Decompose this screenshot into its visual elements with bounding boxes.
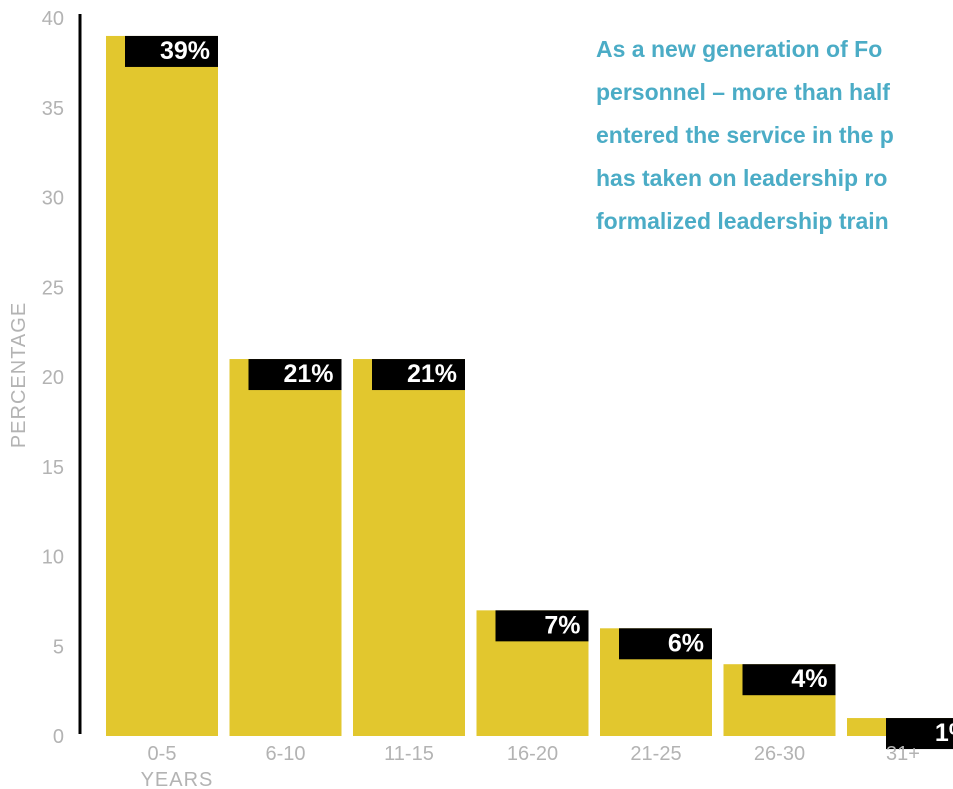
bars: 39% 21% 21% 7% 6% 4% 1% xyxy=(106,35,953,750)
y-tick-label: 20 xyxy=(42,367,64,389)
x-tick-label: 16-20 xyxy=(507,743,558,765)
data-label: 4% xyxy=(791,665,827,693)
x-axis-ticks: 0-5 6-10 11-15 16-20 21-25 26-30 31+ xyxy=(148,743,920,765)
x-tick-label: 26-30 xyxy=(754,743,805,765)
y-tick-label: 25 xyxy=(42,277,64,299)
data-label-box xyxy=(248,359,342,391)
data-label-box xyxy=(742,664,836,696)
x-tick-label: 11-15 xyxy=(384,743,434,765)
y-axis-title: PERCENTAGE xyxy=(8,302,30,448)
annotation-line: has taken on leadership ro xyxy=(596,165,888,191)
y-tick-label: 15 xyxy=(42,457,64,479)
data-label: 21% xyxy=(283,360,333,388)
y-axis-ticks: 0 5 10 15 20 25 30 35 40 xyxy=(42,8,64,748)
data-label-box xyxy=(372,359,465,391)
x-tick-label: 6-10 xyxy=(265,743,305,765)
data-label: 1% xyxy=(935,719,953,747)
x-tick-label: 0-5 xyxy=(148,743,177,765)
data-label-box xyxy=(495,610,589,642)
chart-annotation: As a new generation of Fo personnel – mo… xyxy=(596,28,953,243)
annotation-line: personnel – more than half xyxy=(596,79,890,105)
x-axis-title: YEARS xyxy=(141,769,214,789)
y-tick-label: 30 xyxy=(42,188,64,210)
bar xyxy=(353,359,465,736)
data-label-box xyxy=(886,718,953,750)
y-tick-label: 40 xyxy=(42,8,64,30)
x-tick-label: 31+ xyxy=(886,743,920,765)
y-tick-label: 35 xyxy=(42,98,64,120)
data-label-box xyxy=(619,628,712,660)
data-label: 7% xyxy=(544,611,580,639)
bar xyxy=(106,35,218,736)
data-label: 21% xyxy=(407,360,457,388)
x-tick-label: 21-25 xyxy=(630,743,681,765)
data-label-box xyxy=(125,35,218,67)
bar xyxy=(229,359,342,736)
y-tick-label: 5 xyxy=(53,636,64,658)
annotation-line: formalized leadership train xyxy=(596,208,889,234)
annotation-line: entered the service in the p xyxy=(596,122,894,148)
data-label: 6% xyxy=(668,629,704,657)
annotation-line: As a new generation of Fo xyxy=(596,36,883,62)
y-tick-label: 10 xyxy=(42,547,64,569)
data-label: 39% xyxy=(160,37,210,65)
y-tick-label: 0 xyxy=(53,726,64,748)
